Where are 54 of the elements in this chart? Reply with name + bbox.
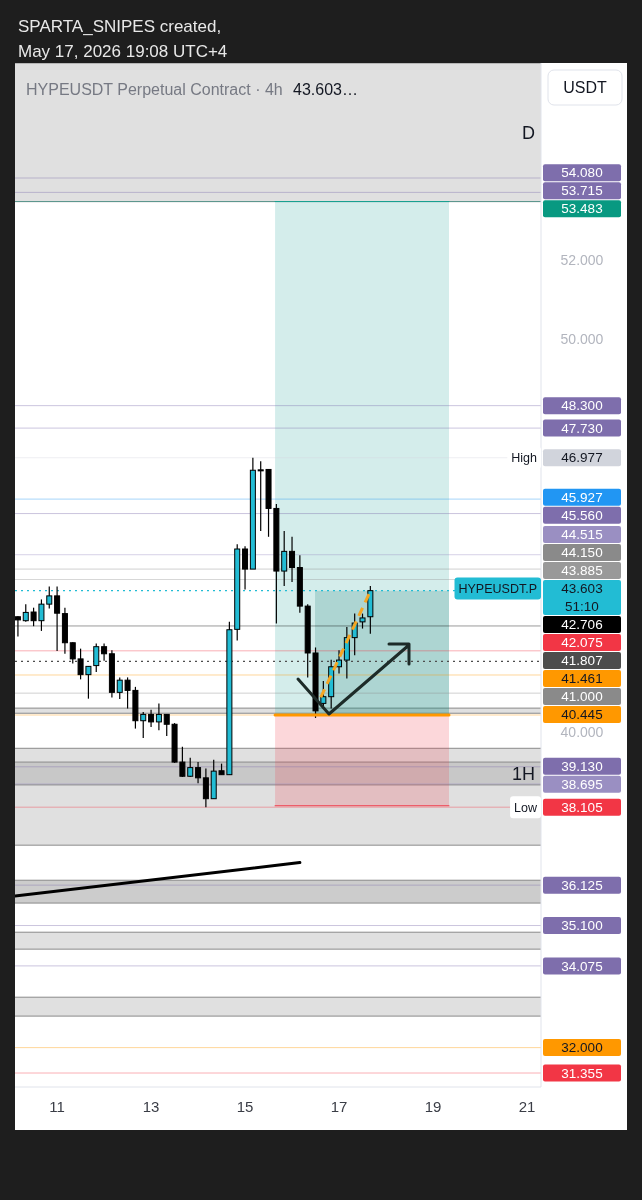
ref-line-label: 54.080	[561, 165, 603, 181]
candlestick	[202, 767, 209, 808]
ref-line-label: 41.000	[561, 689, 603, 705]
ref-line-label: 39.130	[561, 759, 603, 775]
candlestick	[54, 585, 61, 652]
x-tick-label: 13	[142, 1098, 160, 1115]
annotation: High	[511, 451, 538, 466]
ref-line-label: 38.105	[561, 799, 603, 815]
ref-line-label: 34.075	[561, 958, 603, 974]
y-tick-label: 52.000	[560, 251, 604, 268]
band-label: 1H	[511, 763, 535, 784]
ref-line-label: 46.977	[561, 450, 603, 466]
candlestick	[93, 642, 100, 673]
y-tick-label: 50.000	[560, 330, 604, 347]
candlestick	[242, 545, 249, 591]
ref-line-label: 53.483	[561, 201, 603, 217]
ref-line-label: 47.730	[561, 420, 603, 436]
ref-line-label: 48.300	[561, 398, 603, 414]
candlestick	[15, 615, 21, 638]
ref-line-label: 53.715	[561, 183, 603, 199]
annotation: HYPEUSDT.P	[458, 581, 537, 596]
ref-line-label: 40.445	[561, 707, 603, 723]
ref-line-label: 32.000	[561, 1040, 603, 1056]
ref-line-label: 43.885	[561, 563, 603, 579]
text: 51:10	[565, 599, 599, 615]
ref-line-label: 42.075	[561, 635, 603, 651]
x-tick-label: 11	[49, 1098, 65, 1115]
x-tick-label: 17	[330, 1098, 348, 1115]
x-tick-label: 15	[236, 1098, 254, 1115]
chart-title: SPARTA_SNIPES created,	[18, 17, 222, 36]
y-axis-title: USDT	[563, 79, 607, 97]
x-tick-label: 21	[518, 1098, 536, 1115]
y-tick-label: 40.000	[560, 724, 604, 741]
x-tick-label: 19	[424, 1098, 442, 1115]
ref-line-label: 45.927	[561, 490, 603, 506]
ref-line-label: 36.125	[561, 877, 603, 893]
ref-line-label: 41.461	[561, 671, 603, 687]
candlestick	[195, 761, 202, 784]
chart-subtitle: May 17, 2026 19:08 UTC+4	[18, 42, 228, 61]
ref-line-label: 42.706	[561, 617, 603, 633]
ref-line-label: 35.100	[561, 918, 603, 934]
annotation: HYPEUSDT Perpetual Contract · 4h	[26, 81, 283, 98]
ref-line-label: 44.515	[561, 527, 603, 543]
ref-line-label: 41.807	[561, 653, 603, 669]
ref-line-label: 44.150	[561, 545, 603, 561]
ref-line-label: 43.603	[561, 581, 603, 597]
annotation: 43.603…	[292, 81, 358, 98]
annotation: Low	[514, 800, 538, 815]
ref-line-label: 45.560	[561, 508, 603, 524]
band-label: D	[522, 122, 535, 143]
ref-line-label: 31.355	[561, 1065, 603, 1081]
ref-line-label: 38.695	[561, 777, 603, 793]
candlestick	[155, 702, 162, 731]
candlestick	[289, 536, 296, 583]
